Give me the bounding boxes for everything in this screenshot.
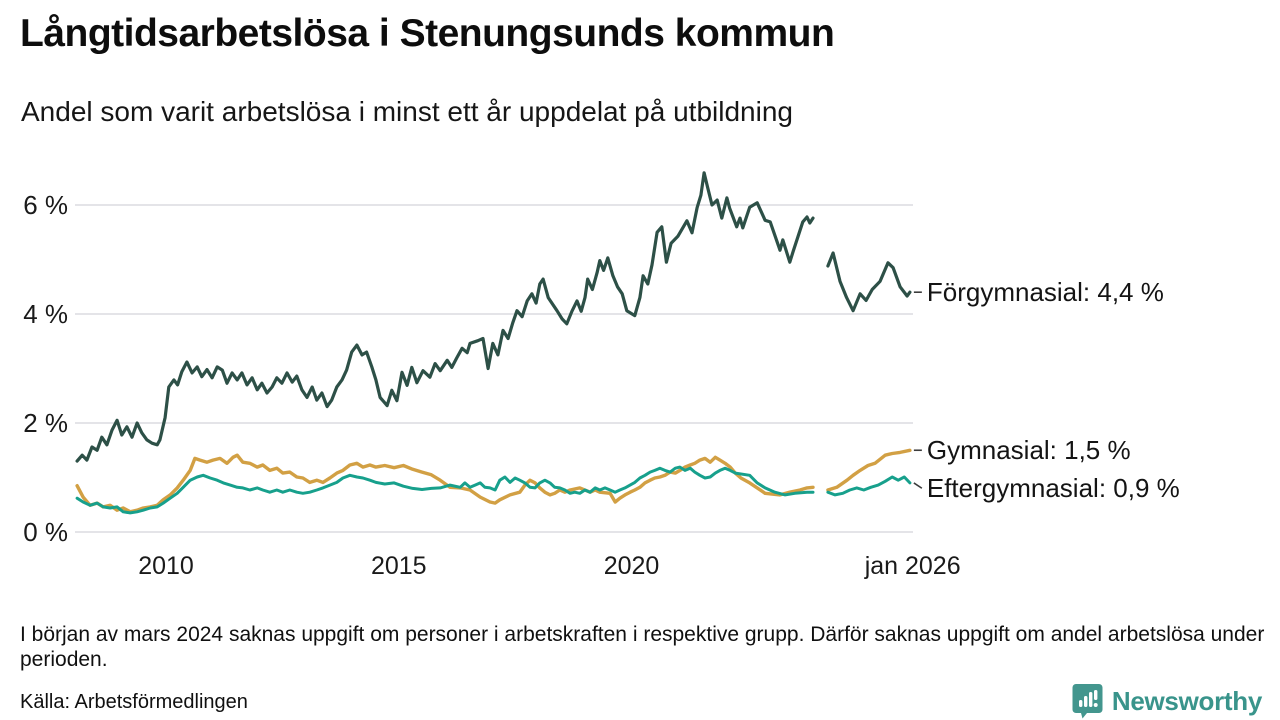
chart-footnote: I början av mars 2024 saknas uppgift om … [20,623,1265,671]
newsworthy-logo: Newsworthy [1072,683,1262,719]
y-axis-tick-label: 0 % [23,517,68,547]
newsworthy-bubble-chart-icon [1072,684,1103,719]
series-line-gymnasial [826,448,912,492]
series-line-eftergymnasial [75,465,815,515]
series-end-label: Förgymnasial: 4,4 % [926,277,1164,308]
series-line-gymnasial [75,453,815,514]
x-axis-tick-label: 2015 [370,552,427,580]
source-caption: Källa: Arbetsförmedlingen [20,691,248,713]
chart-subtitle: Andel som varit arbetslösa i minst ett å… [21,96,793,127]
page-title: Långtidsarbetslösa i Stenungsunds kommun [20,12,835,55]
x-axis-tick-label: 2020 [603,552,660,580]
y-axis-tick-label: 6 % [23,190,68,220]
newsworthy-wordmark: Newsworthy [1111,685,1262,716]
series-end-label: Gymnasial: 1,5 % [926,435,1131,466]
label-connector [913,482,923,489]
x-axis-tick-label: jan 2026 [864,552,961,580]
y-axis-tick-label: 2 % [23,408,68,438]
series-line-förgymnasial [75,171,815,463]
series-line-förgymnasial [826,251,912,313]
series-end-label: Eftergymnasial: 0,9 % [926,473,1180,504]
x-axis-tick-label: 2010 [138,552,194,580]
y-axis-tick-label: 4 % [23,299,68,329]
series-line-eftergymnasial [826,475,912,497]
